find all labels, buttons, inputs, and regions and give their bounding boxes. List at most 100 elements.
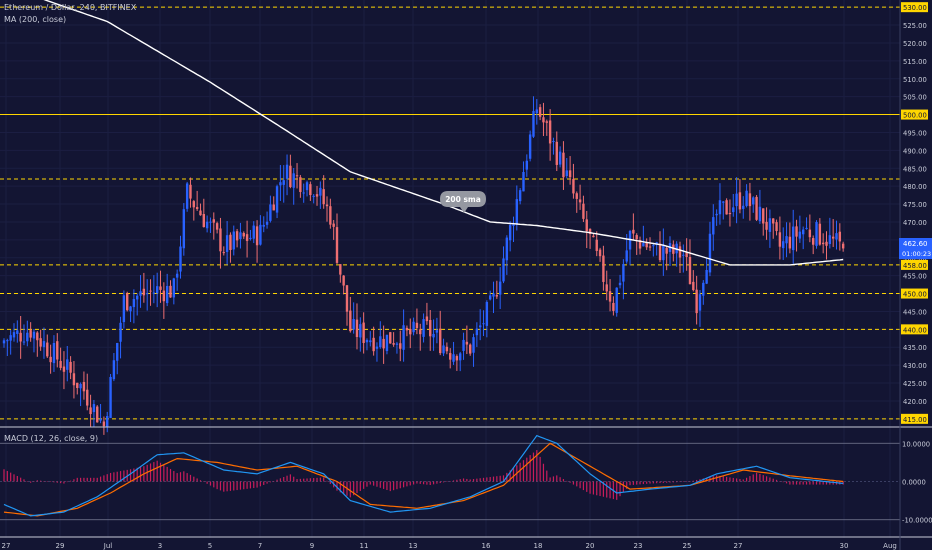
candle-body xyxy=(795,226,798,237)
macd-histogram-bar xyxy=(649,481,651,484)
candle-body xyxy=(628,230,632,250)
candle-body xyxy=(36,332,39,341)
candle-body xyxy=(142,288,146,296)
candle-body xyxy=(821,242,825,245)
macd-histogram-bar xyxy=(486,477,488,482)
candle-body xyxy=(272,204,275,211)
candle-body xyxy=(365,339,369,343)
macd-histogram-bar xyxy=(466,478,468,482)
macd-histogram-bar xyxy=(176,473,178,482)
candle-body xyxy=(508,224,512,241)
macd-histogram-bar xyxy=(646,481,648,484)
price-tick-label: 415.00 xyxy=(903,416,927,424)
macd-histogram-bar xyxy=(359,481,361,491)
macd-histogram-bar xyxy=(356,481,358,494)
candle-body xyxy=(442,345,445,354)
candle-body xyxy=(555,141,558,165)
time-tick-label: Aug xyxy=(883,542,897,550)
candle-body xyxy=(149,290,152,292)
candle-body xyxy=(175,273,179,278)
macd-histogram-bar xyxy=(289,474,291,482)
macd-histogram-bar xyxy=(729,477,731,482)
macd-histogram-bar xyxy=(6,470,8,482)
macd-histogram-bar xyxy=(156,460,158,482)
candle-body xyxy=(492,293,495,297)
candle-body xyxy=(645,242,648,248)
price-tick-label: 445.00 xyxy=(903,308,927,316)
price-tick-label: 470.00 xyxy=(903,219,927,227)
macd-histogram-bar xyxy=(745,477,748,482)
macd-histogram-bar xyxy=(686,481,688,482)
macd-histogram-bar xyxy=(622,481,624,493)
macd-histogram-bar xyxy=(769,477,771,482)
candle-body xyxy=(598,249,602,257)
sma-annotation[interactable]: 200 sma xyxy=(440,191,486,213)
macd-histogram-bar xyxy=(269,481,271,483)
candle-body xyxy=(478,325,482,328)
macd-histogram-bar xyxy=(785,481,788,484)
macd-histogram-bar xyxy=(546,470,548,482)
candle-body xyxy=(172,278,176,298)
candle-body xyxy=(339,264,342,275)
macd-histogram-bar xyxy=(639,481,641,485)
macd-histogram-bar xyxy=(416,481,418,484)
macd-histogram-bar xyxy=(276,479,278,482)
level-badge xyxy=(901,413,928,424)
macd-histogram-bar xyxy=(86,477,88,482)
macd-histogram-bar xyxy=(263,481,265,485)
candle-body xyxy=(259,224,262,245)
candle-body xyxy=(512,224,515,226)
macd-histogram-bar xyxy=(163,464,165,482)
price-tick-label: 420.00 xyxy=(903,398,927,406)
macd-histogram-bar xyxy=(373,481,375,486)
macd-histogram-bar xyxy=(286,475,288,482)
candle-body xyxy=(92,404,96,413)
candle-body xyxy=(225,235,229,252)
macd-histogram-bar xyxy=(762,475,764,482)
macd-histogram-bar xyxy=(446,481,448,482)
macd-histogram-bar xyxy=(133,468,135,482)
candle-body xyxy=(485,301,489,326)
candle-body xyxy=(802,229,805,235)
macd-histogram-bar xyxy=(536,450,538,482)
macd-histogram-bar xyxy=(556,475,558,482)
macd-histogram-bar xyxy=(123,470,125,482)
candle-body xyxy=(558,151,562,165)
macd-histogram-bar xyxy=(239,481,242,490)
candle-body xyxy=(279,182,282,186)
candle-body xyxy=(572,178,575,194)
candle-body xyxy=(239,232,242,240)
level-badge xyxy=(901,259,928,270)
candle-body xyxy=(342,275,345,286)
macd-histogram-bar xyxy=(20,477,22,482)
macd-histogram-bar xyxy=(569,481,571,483)
candle-body xyxy=(322,189,325,205)
candle-body xyxy=(362,322,365,343)
candle-body xyxy=(595,239,598,251)
candle-body xyxy=(698,294,702,311)
macd-histogram-bar xyxy=(489,477,491,482)
candle-body xyxy=(488,295,492,300)
macd-histogram-bar xyxy=(779,481,781,482)
ma-legend: MA (200, close) xyxy=(4,15,68,24)
macd-histogram-bar xyxy=(406,481,408,487)
candle-body xyxy=(678,246,682,258)
candle-body xyxy=(305,182,309,191)
macd-histogram-bar xyxy=(383,481,385,489)
candle-body xyxy=(16,330,19,334)
candle-body xyxy=(319,187,322,196)
price-tick-label: 455.00 xyxy=(903,273,927,281)
candle-body xyxy=(772,218,775,224)
macd-histogram-bar xyxy=(76,477,78,482)
candle-body xyxy=(332,223,335,227)
candle-body xyxy=(245,234,249,241)
macd-histogram-bar xyxy=(609,481,611,499)
candles xyxy=(2,96,845,435)
macd-histogram-bar xyxy=(732,477,734,482)
sma-200-line xyxy=(43,0,844,266)
macd-histogram-bar xyxy=(492,476,495,482)
candle-body xyxy=(419,329,422,335)
candle-body xyxy=(116,343,119,361)
macd-histogram-bar xyxy=(509,470,511,482)
